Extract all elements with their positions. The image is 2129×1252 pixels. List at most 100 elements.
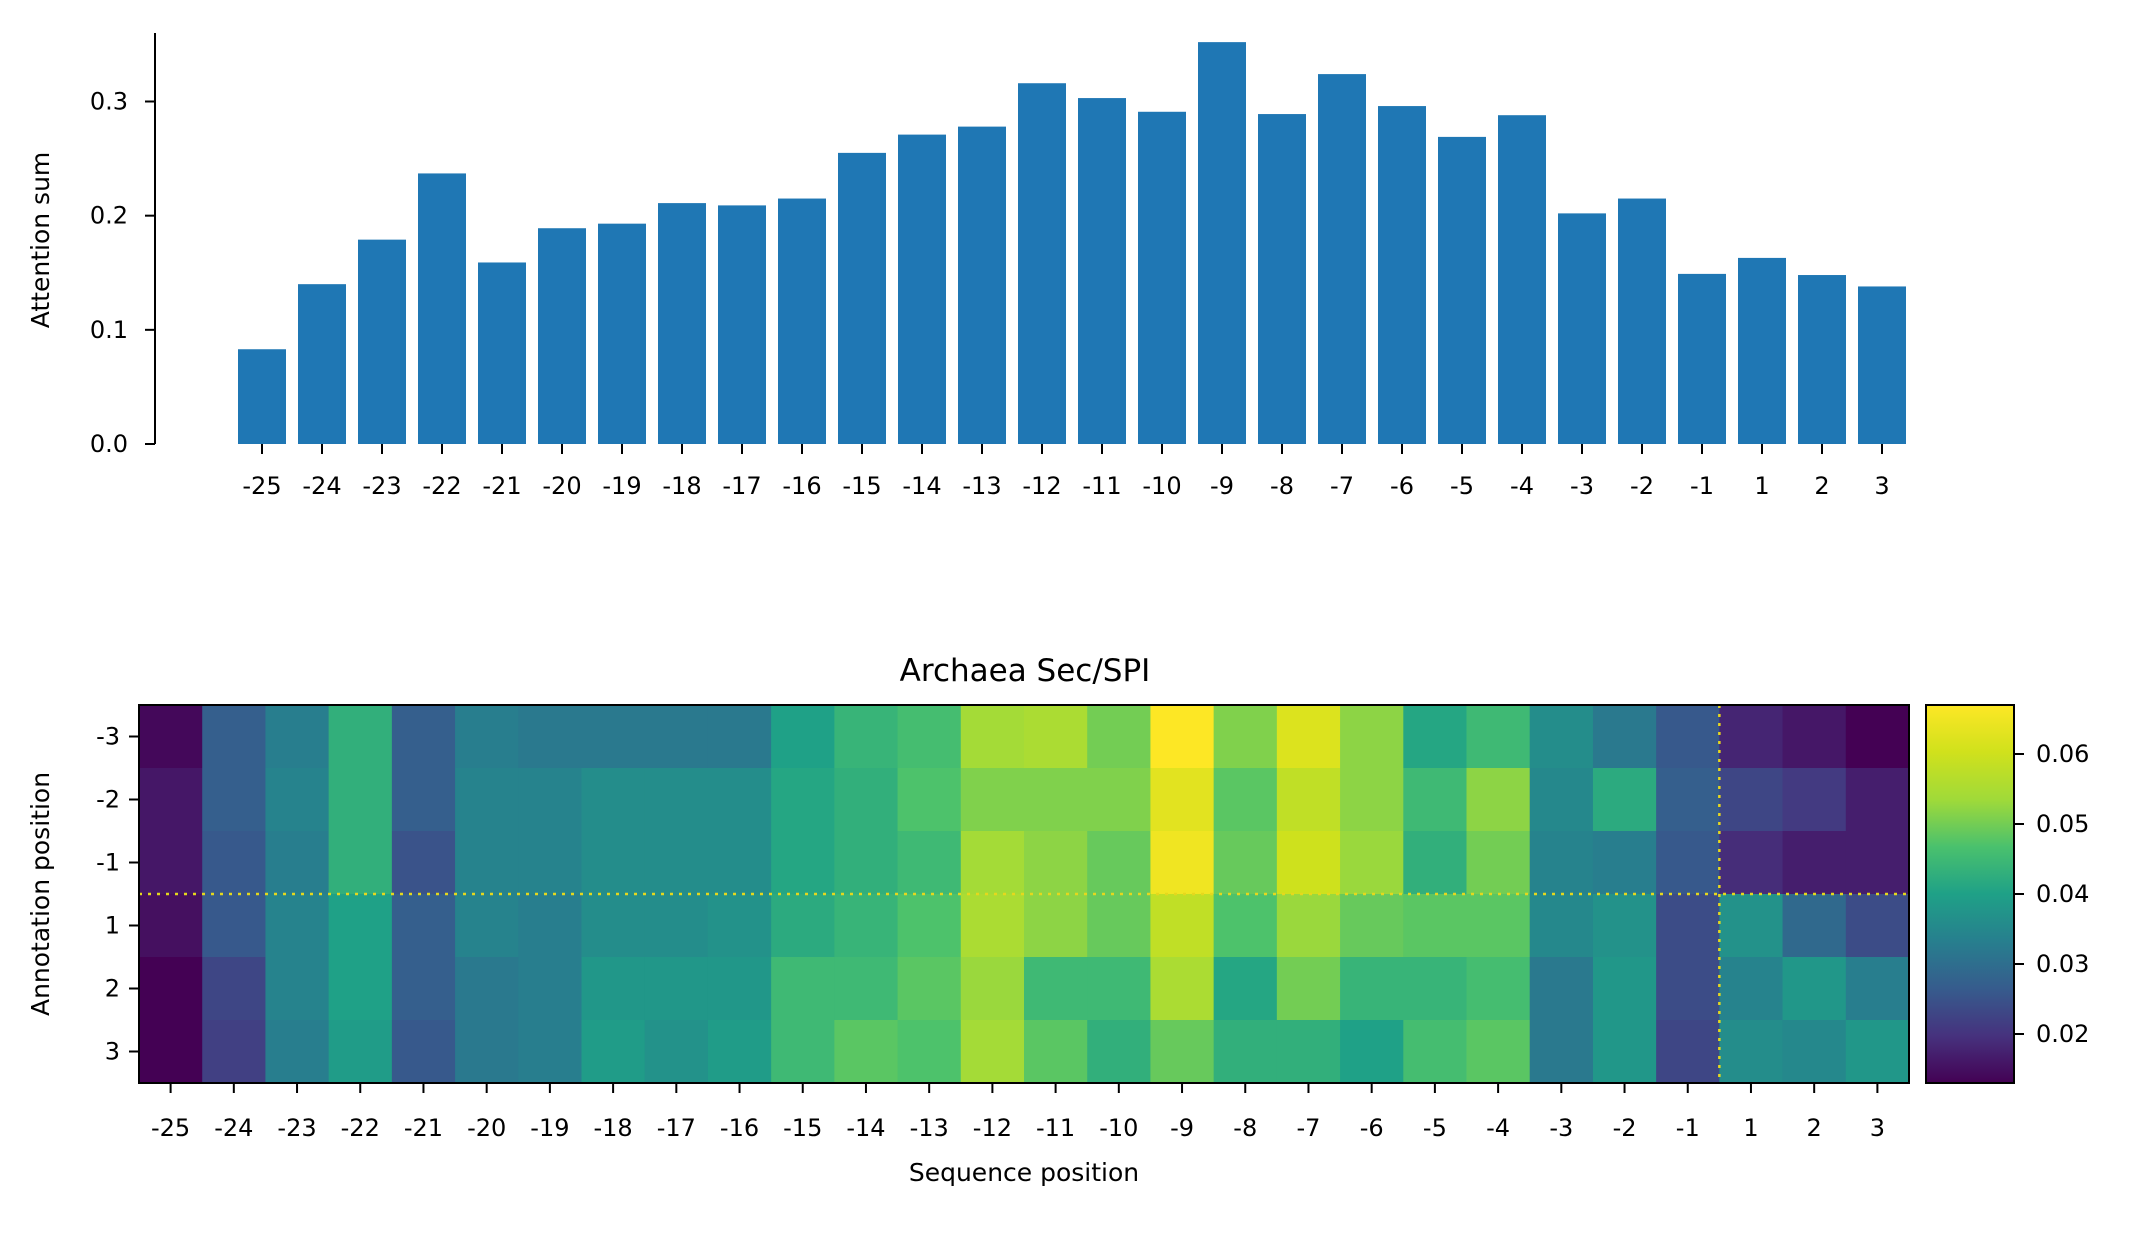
heatmap-cell	[1340, 768, 1404, 832]
heatmap-cell	[328, 894, 393, 958]
heatmap-cell	[265, 705, 330, 769]
heatmap-x-tick-label: -7	[1296, 1114, 1320, 1142]
heatmap-cell	[960, 957, 1025, 1021]
heatmap-x-tick-label: -17	[657, 1114, 696, 1142]
heatmap-cell	[1340, 957, 1404, 1021]
heatmap-cell	[139, 768, 203, 832]
heatmap-cell	[1719, 831, 1784, 895]
heatmap-cell	[139, 957, 203, 1021]
bar	[1138, 111, 1186, 445]
bar-x-tick-label: -13	[962, 472, 1001, 500]
heatmap-frame	[138, 704, 1910, 1084]
bar-x-ticks: -25 -24 -23 -22 -21 -20 -19 -18 -17 -16 -15 -14 -13-…	[242, 444, 1890, 500]
heatmap-cell	[391, 705, 456, 769]
bar	[598, 223, 646, 444]
bar	[1678, 273, 1726, 444]
bar-x-tick-label: 1	[1754, 472, 1769, 500]
heatmap-cell	[1845, 894, 1910, 958]
bar	[418, 173, 466, 445]
bar	[838, 152, 886, 444]
heatmap-cell	[518, 768, 583, 832]
heatmap-cell	[960, 705, 1025, 769]
heatmap-cell	[581, 894, 646, 958]
heatmap-cells	[139, 705, 1910, 1084]
heatmap-cell	[518, 705, 583, 769]
heatmap-cell	[834, 1020, 899, 1084]
heatmap-title: Archaea Sec/SPI	[900, 653, 1151, 689]
heatmap-cell	[644, 957, 709, 1021]
heatmap-cell	[328, 831, 393, 895]
bar	[958, 126, 1006, 444]
bar-x-tick-label: -9	[1210, 472, 1234, 500]
heatmap-cell	[771, 705, 835, 769]
bar-y-axis: 0.0 0.1 0.2 0.3	[90, 33, 156, 458]
heatmap-cell	[265, 894, 330, 958]
colorbar-tick-label: 0.03	[2036, 950, 2089, 978]
heatmap-cell	[1213, 957, 1278, 1021]
heatmap-cell	[897, 1020, 962, 1084]
heatmap-cell	[1466, 957, 1531, 1021]
heatmap-cell	[644, 1020, 709, 1084]
heatmap-cell	[1656, 957, 1720, 1021]
heatmap-cell	[1213, 894, 1278, 958]
heatmap-y-tick-label: 1	[105, 912, 120, 940]
heatmap-cell	[455, 1020, 519, 1084]
heatmap-cell	[960, 1020, 1025, 1084]
heatmap-cell	[1403, 768, 1468, 832]
heatmap-cell	[1087, 768, 1152, 832]
bar	[658, 203, 706, 444]
bar	[1438, 136, 1486, 444]
colorbar-tick-label: 0.02	[2036, 1020, 2089, 1048]
heatmap-cell	[1276, 768, 1341, 832]
heatmap-y-tick-label: 3	[105, 1038, 120, 1066]
heatmap-cell	[1024, 705, 1088, 769]
bar	[1738, 257, 1786, 444]
heatmap-cell	[1087, 894, 1152, 958]
heatmap-cell	[960, 831, 1025, 895]
heatmap-cell	[1719, 768, 1784, 832]
heatmap-cell	[897, 768, 962, 832]
heatmap-x-tick-label: -22	[341, 1114, 380, 1142]
heatmap-cell	[707, 957, 772, 1021]
heatmap-cell	[202, 768, 267, 832]
heatmap-cell	[581, 831, 646, 895]
heatmap-cell	[1276, 957, 1341, 1021]
heatmap-cell	[1845, 1020, 1910, 1084]
bar	[1198, 42, 1246, 445]
heatmap-cell	[1403, 1020, 1468, 1084]
heatmap-x-tick-label: -11	[1036, 1114, 1075, 1142]
heatmap-cell	[455, 894, 519, 958]
bar-x-tick-label: -4	[1510, 472, 1534, 500]
bar-x-tick-label: -24	[302, 472, 341, 500]
heatmap-cell	[1592, 705, 1657, 769]
heatmap-cell	[1340, 831, 1404, 895]
heatmap-cell	[391, 1020, 456, 1084]
heatmap-cell	[1024, 957, 1088, 1021]
heatmap-cell	[1150, 894, 1215, 958]
heatmap-cell	[391, 894, 456, 958]
heatmap-cell	[455, 957, 519, 1021]
heatmap-cell	[1213, 768, 1278, 832]
bar-y-tick-label: 0.2	[90, 202, 128, 230]
heatmap-cell	[897, 831, 962, 895]
heatmap-x-tick-label: -4	[1486, 1114, 1510, 1142]
heatmap-cell	[1087, 831, 1152, 895]
heatmap-cell	[834, 831, 899, 895]
heatmap-x-tick-label: -19	[530, 1114, 569, 1142]
heatmap-cell	[644, 768, 709, 832]
heatmap-cell	[1276, 894, 1341, 958]
heatmap-cell	[1150, 831, 1215, 895]
bar-x-tick-label: 2	[1814, 472, 1829, 500]
bar	[898, 134, 946, 444]
bar	[1858, 286, 1906, 444]
bar-x-tick-label: -16	[782, 472, 821, 500]
heatmap-x-tick-label: -1	[1676, 1114, 1700, 1142]
heatmap-cell	[202, 1020, 267, 1084]
heatmap-x-tick-label: -5	[1423, 1114, 1447, 1142]
heatmap-y-tick-label: -1	[96, 849, 120, 877]
heatmap-cell	[644, 894, 709, 958]
heatmap-cell	[265, 1020, 330, 1084]
heatmap-x-tick-label: -10	[1099, 1114, 1138, 1142]
heatmap-cell	[707, 768, 772, 832]
